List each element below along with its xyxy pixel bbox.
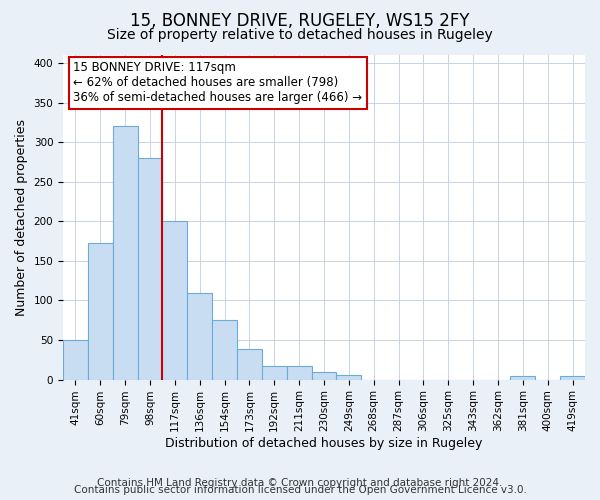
Bar [212, 320, 237, 380]
Text: 15, BONNEY DRIVE, RUGELEY, WS15 2FY: 15, BONNEY DRIVE, RUGELEY, WS15 2FY [130, 12, 470, 30]
Bar [287, 366, 311, 380]
Bar [88, 244, 113, 380]
Bar [337, 375, 361, 380]
Text: Size of property relative to detached houses in Rugeley: Size of property relative to detached ho… [107, 28, 493, 42]
Bar [311, 372, 337, 380]
Bar [163, 222, 187, 380]
Text: Contains HM Land Registry data © Crown copyright and database right 2024.: Contains HM Land Registry data © Crown c… [97, 478, 503, 488]
Bar [560, 376, 585, 380]
Bar [187, 292, 212, 380]
X-axis label: Distribution of detached houses by size in Rugeley: Distribution of detached houses by size … [166, 437, 483, 450]
Bar [511, 376, 535, 380]
Bar [113, 126, 137, 380]
Bar [262, 366, 287, 380]
Bar [63, 340, 88, 380]
Text: 15 BONNEY DRIVE: 117sqm
← 62% of detached houses are smaller (798)
36% of semi-d: 15 BONNEY DRIVE: 117sqm ← 62% of detache… [73, 62, 362, 104]
Text: Contains public sector information licensed under the Open Government Licence v3: Contains public sector information licen… [74, 485, 526, 495]
Bar [237, 348, 262, 380]
Bar [137, 158, 163, 380]
Y-axis label: Number of detached properties: Number of detached properties [15, 119, 28, 316]
